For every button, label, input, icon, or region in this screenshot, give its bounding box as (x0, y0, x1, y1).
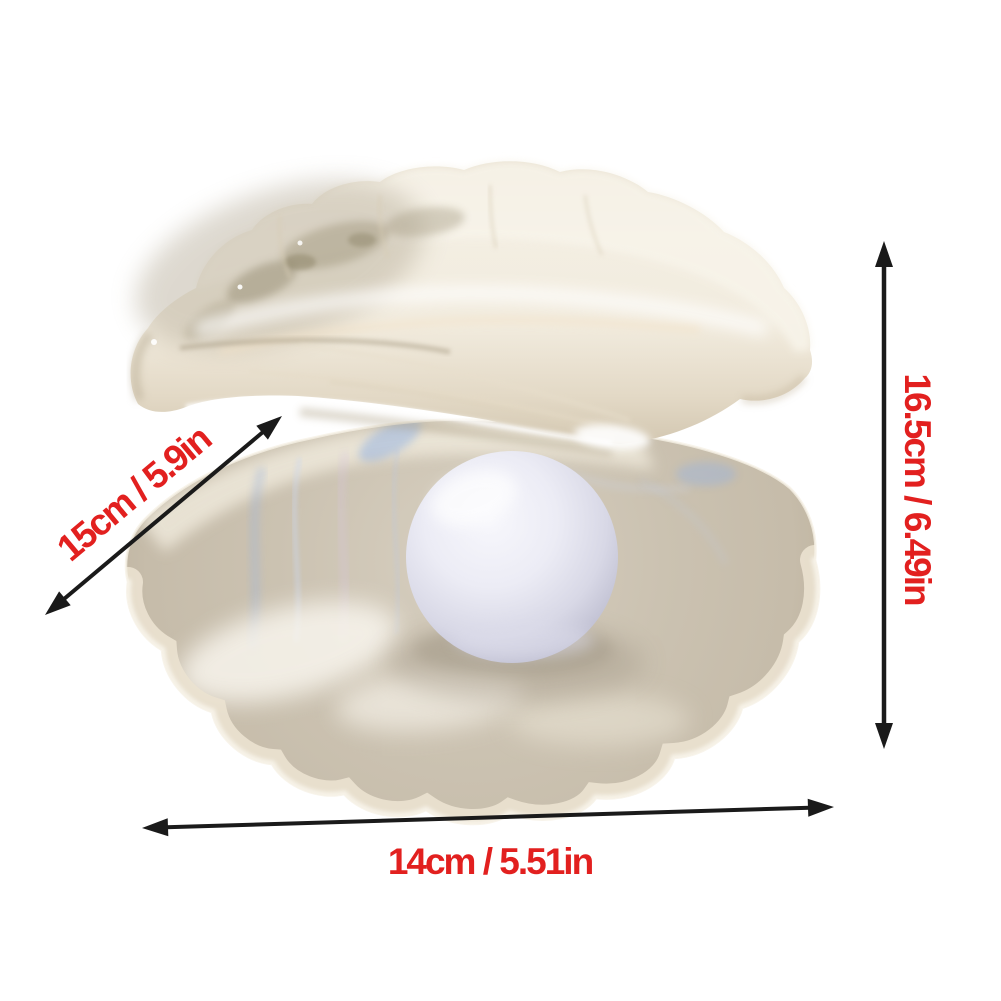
diagonal-dimension-arrow (45, 416, 282, 615)
pearl-light-ball (406, 451, 618, 663)
height-dimension-arrow (875, 241, 893, 749)
height-dimension-label: 16.5cm / 6.49in (897, 373, 938, 605)
lower-shell-bowl (124, 418, 821, 826)
width-dimension-arrow (142, 798, 834, 837)
upper-shell-lid (130, 161, 813, 457)
width-dimension-label: 14cm / 5.51in (387, 841, 594, 882)
